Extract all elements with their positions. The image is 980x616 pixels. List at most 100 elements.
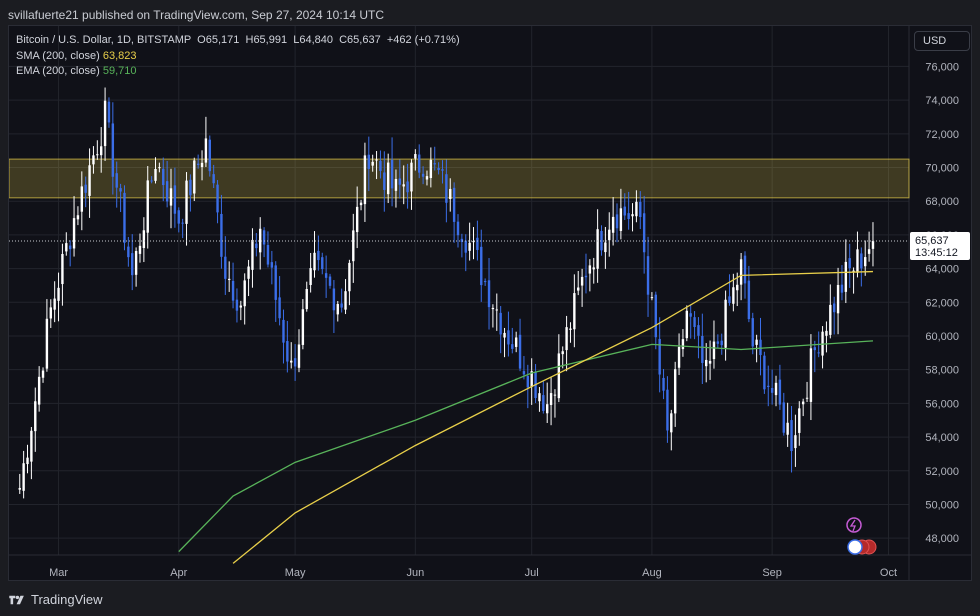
candle-body	[639, 201, 642, 218]
candle-body	[852, 270, 855, 273]
price-chart[interactable]: 76,00074,00072,00070,00068,00066,00064,0…	[9, 26, 971, 580]
y-tick-label: 56,000	[925, 398, 959, 410]
candle-body	[786, 422, 789, 435]
candle-body	[747, 280, 751, 320]
candle-body	[770, 387, 774, 393]
candle-body	[681, 339, 685, 350]
candle-body	[177, 210, 180, 224]
candle-body	[573, 293, 576, 330]
x-tick-label: Jun	[406, 567, 424, 579]
ema-label: EMA (200, close)	[16, 65, 100, 77]
candle-body	[410, 162, 413, 192]
candle-body	[856, 249, 859, 273]
candle-body	[542, 395, 545, 411]
candle-body	[363, 155, 367, 205]
ohlc-close: C65,637	[339, 34, 381, 46]
candle-body	[794, 435, 797, 449]
sma-200-line[interactable]	[232, 270, 873, 564]
chart-panel[interactable]: 76,00074,00072,00070,00068,00066,00064,0…	[8, 25, 972, 581]
candle-body	[134, 250, 138, 275]
candle-body	[371, 161, 374, 166]
currency-button[interactable]: USD	[914, 31, 970, 51]
candle-body	[867, 249, 871, 254]
ohlc-low: L64,840	[293, 34, 333, 46]
candle-body	[739, 259, 743, 285]
y-tick-label: 60,000	[925, 331, 959, 343]
us-flag-event-icon[interactable]	[847, 539, 863, 555]
ema-200-line[interactable]	[178, 340, 874, 553]
sma-value: 63,823	[102, 49, 137, 62]
candle-body	[460, 238, 464, 242]
candle-body	[111, 123, 115, 177]
lightning-event-icon[interactable]	[846, 517, 862, 533]
candle-body	[150, 180, 153, 182]
candle-body	[759, 339, 762, 356]
candle-body	[805, 397, 809, 399]
candle-body	[732, 287, 735, 304]
chart-legend: Bitcoin / U.S. Dollar, 1D, BITSTAMP O65,…	[16, 33, 460, 80]
candle-body	[728, 296, 731, 304]
ohlc-high: H65,991	[245, 34, 288, 46]
candle-body	[514, 337, 518, 347]
candle-body	[623, 206, 626, 216]
candle-body	[553, 394, 557, 396]
price-tag[interactable]	[910, 232, 970, 261]
candle-body	[464, 240, 467, 253]
legend-ema-row[interactable]: EMA (200, close) 59,710	[16, 64, 460, 80]
resistance-zone[interactable]	[9, 158, 910, 199]
candle-body	[34, 401, 37, 432]
candle-body	[809, 348, 813, 402]
candle-body	[76, 215, 80, 220]
tradingview-logo-icon	[9, 595, 24, 604]
candle-body	[301, 309, 305, 345]
footer-branding[interactable]: TradingView	[8, 592, 103, 607]
candle-body	[736, 284, 739, 291]
candle-body	[290, 360, 293, 363]
candle-body	[165, 181, 169, 202]
candle-body	[608, 229, 611, 241]
candle-body	[767, 385, 770, 388]
candle-body	[406, 181, 409, 193]
candle-body	[344, 291, 347, 310]
candle-body	[259, 228, 262, 253]
candle-body	[522, 371, 526, 375]
candle-body	[243, 280, 246, 307]
candle-body	[449, 188, 452, 199]
candle-body	[433, 163, 436, 165]
legend-sma-row[interactable]: SMA (200, close) 63,823	[16, 49, 460, 65]
candle-body	[375, 159, 378, 161]
candle-body	[359, 202, 363, 206]
candle-body	[96, 154, 99, 156]
candle-body	[790, 420, 793, 452]
candle-body	[41, 370, 45, 378]
y-tick-label: 64,000	[925, 264, 959, 276]
candle-body	[650, 297, 654, 299]
candle-body	[670, 413, 673, 433]
y-tick-label: 74,000	[925, 95, 959, 107]
candle-body	[511, 344, 514, 349]
candle-body	[220, 213, 223, 257]
candle-body	[247, 266, 250, 279]
candle-body	[848, 258, 851, 269]
candle-body	[557, 353, 561, 399]
y-tick-label: 58,000	[925, 365, 959, 377]
candle-body	[813, 347, 817, 351]
candle-body	[208, 139, 211, 172]
lightning-bolt-icon	[849, 519, 856, 532]
candle-body	[235, 299, 239, 311]
candle-body	[425, 176, 429, 180]
candle-body	[526, 376, 530, 388]
candle-body	[456, 221, 460, 236]
candle-body	[844, 261, 848, 292]
candle-body	[615, 214, 619, 229]
candle-body	[751, 318, 754, 347]
symbol-name[interactable]: Bitcoin / U.S. Dollar, 1D, BITSTAMP	[16, 34, 192, 46]
candle-body	[266, 245, 270, 265]
candle-body	[627, 213, 630, 219]
candle-body	[654, 294, 657, 338]
candle-body	[825, 330, 828, 336]
candle-body	[445, 174, 448, 203]
candle-body	[743, 255, 747, 284]
candle-body	[437, 168, 440, 170]
candle-body	[518, 334, 522, 369]
